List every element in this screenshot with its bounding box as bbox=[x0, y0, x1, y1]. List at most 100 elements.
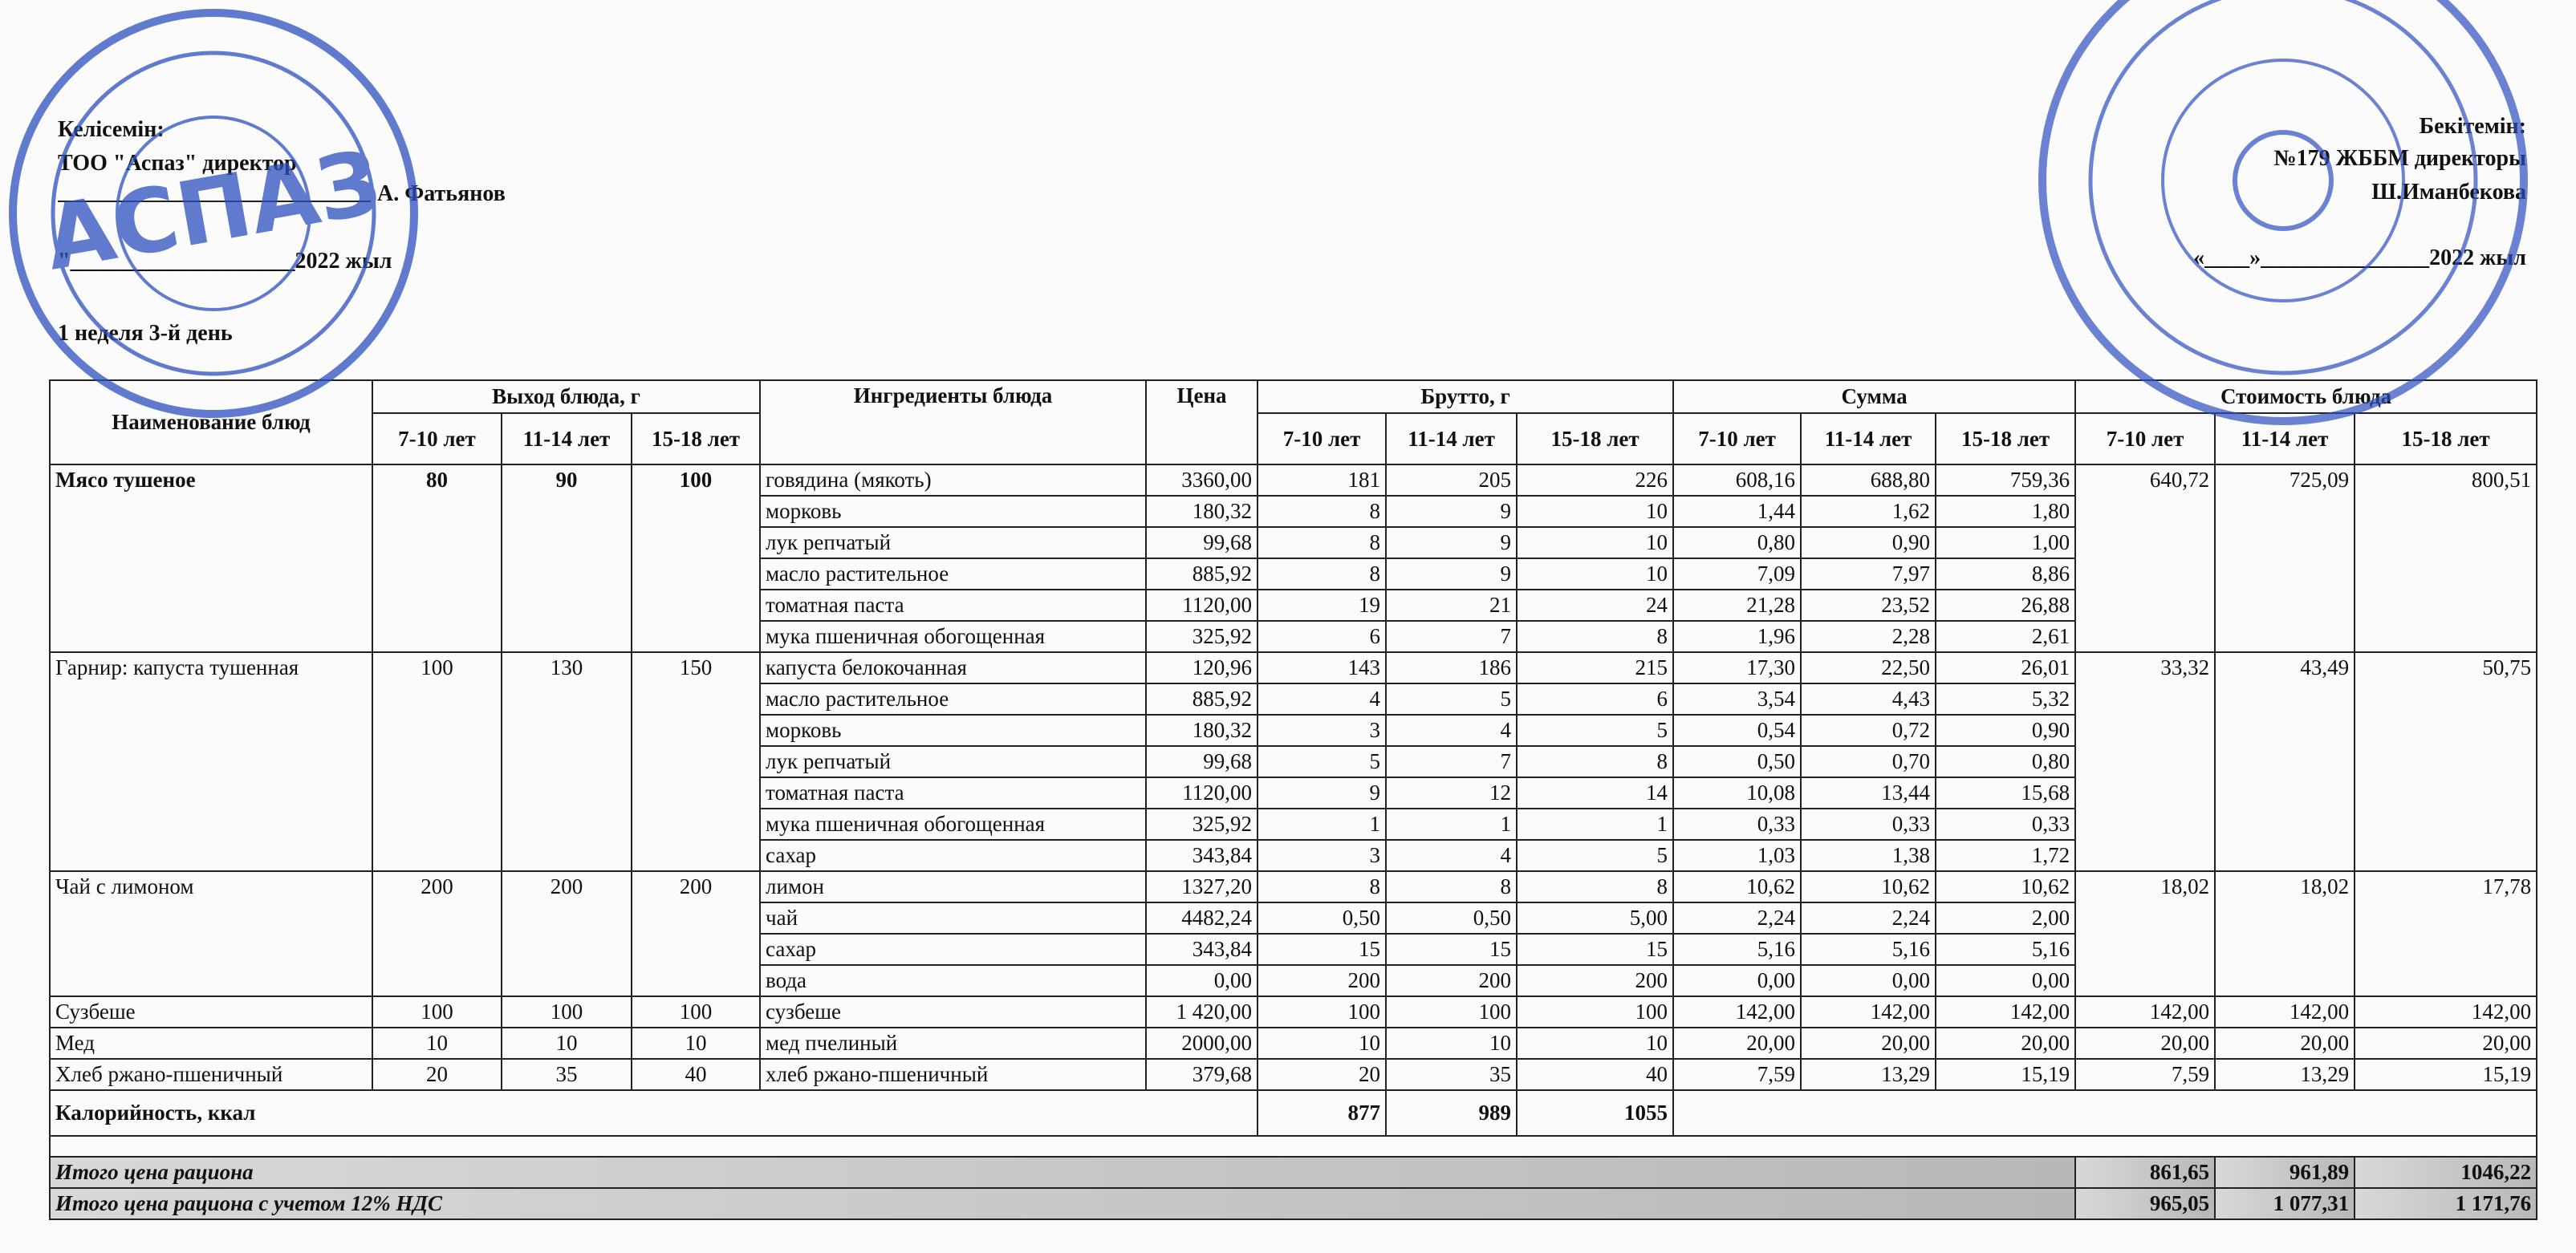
dish-name: Сузбеше bbox=[49, 996, 373, 1028]
sum: 10,62 bbox=[1935, 870, 2077, 903]
age-cell: 7-10 лет bbox=[372, 412, 502, 465]
brutto: 3 bbox=[1257, 839, 1388, 872]
total-row: Итого цена рациона 861,65 961,89 1046,22 bbox=[48, 1156, 2538, 1189]
cost: 18,02 bbox=[2214, 870, 2356, 997]
price: 180,32 bbox=[1145, 714, 1259, 747]
sum: 17,30 bbox=[1672, 651, 1802, 684]
dish-name: Хлеб ржано-пшеничный bbox=[49, 1058, 373, 1091]
sum: 0,33 bbox=[1935, 808, 2077, 841]
price: 99,68 bbox=[1145, 526, 1259, 559]
price: 4482,24 bbox=[1145, 902, 1259, 935]
price: 885,92 bbox=[1145, 683, 1259, 716]
age-cell: 15-18 лет bbox=[1935, 412, 2077, 465]
ingredient-row: Мед 10 10 10 мед пчелиный 2000,00 10 10 10 20,00 2… bbox=[49, 1027, 2538, 1060]
brutto: 10 bbox=[1385, 1027, 1518, 1060]
sum: 23,52 bbox=[1800, 589, 1937, 622]
yield: 100 bbox=[501, 996, 632, 1028]
brutto: 15 bbox=[1257, 933, 1388, 966]
confirm-title: Бекітемін: bbox=[2419, 114, 2526, 139]
approve-title: Келісемін: bbox=[58, 117, 165, 142]
sum: 5,32 bbox=[1935, 683, 2077, 716]
ingredient-name: томатная паста bbox=[759, 589, 1148, 622]
ingredient-row: лук репчатый 99,68 8 9 10 0,80 0,90 1,00 bbox=[50, 526, 2537, 559]
brutto: 10 bbox=[1516, 526, 1675, 559]
sum: 20,00 bbox=[1800, 1027, 1937, 1060]
yield: 100 bbox=[372, 651, 502, 872]
sum: 7,59 bbox=[1672, 1058, 1802, 1091]
header-cell: Брутто, г bbox=[1257, 379, 1675, 414]
sum: 13,29 bbox=[1800, 1058, 1937, 1091]
ingredient-name: чай bbox=[759, 902, 1148, 935]
sum: 1,44 bbox=[1672, 495, 1802, 528]
ingredient-name: морковь bbox=[759, 495, 1148, 528]
brutto: 20 bbox=[1257, 1058, 1388, 1091]
sum: 2,28 bbox=[1800, 620, 1937, 653]
yield: 200 bbox=[630, 870, 762, 997]
ingredient-name: говядина (мякоть) bbox=[759, 464, 1148, 497]
brutto: 35 bbox=[1385, 1058, 1518, 1091]
brutto: 7 bbox=[1385, 745, 1518, 778]
brutto: 5,00 bbox=[1516, 902, 1675, 935]
sum: 0,90 bbox=[1800, 526, 1937, 559]
ingredient-row: мука пшеничная обогощенная 325,92 1 1 1 0,33 0… bbox=[50, 808, 2537, 841]
price: 343,84 bbox=[1145, 933, 1259, 966]
ingredient-row: томатная паста 1120,00 9 12 14 10,08 13,44 15,6… bbox=[50, 777, 2537, 809]
brutto: 200 bbox=[1385, 964, 1518, 997]
sum: 142,00 bbox=[1935, 996, 2077, 1028]
total-label: Итого цена рациона bbox=[48, 1156, 2077, 1189]
brutto: 9 bbox=[1385, 558, 1518, 590]
price: 0,00 bbox=[1145, 964, 1259, 997]
brutto: 3 bbox=[1257, 714, 1388, 747]
brutto: 100 bbox=[1385, 996, 1518, 1028]
confirm-org: №179 ЖББМ директоры bbox=[2273, 146, 2526, 171]
sum: 1,62 bbox=[1800, 495, 1937, 528]
calories-value: 989 bbox=[1385, 1089, 1518, 1137]
cost: 13,29 bbox=[2214, 1058, 2356, 1091]
approve-signature: А. Фатьянов bbox=[377, 181, 506, 206]
brutto: 205 bbox=[1385, 464, 1518, 497]
sum: 0,80 bbox=[1672, 526, 1802, 559]
age-cell: 7-10 лет bbox=[1672, 412, 1802, 465]
brutto: 181 bbox=[1257, 464, 1388, 497]
sum: 0,33 bbox=[1800, 808, 1937, 841]
price: 325,92 bbox=[1145, 808, 1259, 841]
age-cell: 7-10 лет bbox=[1257, 412, 1388, 465]
brutto: 7 bbox=[1385, 620, 1518, 653]
ingredient-name: томатная паста bbox=[759, 777, 1148, 809]
ingredient-name: лук репчатый bbox=[759, 745, 1148, 778]
sum: 0,90 bbox=[1935, 714, 2077, 747]
ingredient-row: сахар 343,84 15 15 15 5,16 5,16 5,16 bbox=[50, 933, 2537, 966]
right-stamp bbox=[2038, 0, 2528, 425]
total-value: 1 077,31 bbox=[2214, 1187, 2356, 1220]
cost: 20,00 bbox=[2074, 1027, 2216, 1060]
brutto: 10 bbox=[1516, 558, 1675, 590]
brutto: 40 bbox=[1516, 1058, 1675, 1091]
menu-table: Наименование блюд Выход блюда, г Ингредиен… bbox=[48, 379, 2538, 1220]
brutto: 8 bbox=[1257, 526, 1388, 559]
brutto: 8 bbox=[1257, 870, 1388, 903]
sum: 7,97 bbox=[1800, 558, 1937, 590]
yield: 20 bbox=[372, 1058, 502, 1091]
sum: 0,33 bbox=[1672, 808, 1802, 841]
calories-value: 877 bbox=[1257, 1089, 1388, 1137]
sum: 142,00 bbox=[1672, 996, 1802, 1028]
brutto: 200 bbox=[1257, 964, 1388, 997]
sum: 2,24 bbox=[1672, 902, 1802, 935]
age-cell: 11-14 лет bbox=[1385, 412, 1518, 465]
brutto: 10 bbox=[1257, 1027, 1388, 1060]
sum: 1,80 bbox=[1935, 495, 2077, 528]
ingredient-row: масло растительное 885,92 4 5 6 3,54 4,43 5,32 bbox=[50, 683, 2537, 716]
sum: 0,72 bbox=[1800, 714, 1937, 747]
dish-name: Чай с лимоном bbox=[49, 870, 373, 997]
sum: 5,16 bbox=[1800, 933, 1937, 966]
price: 1 420,00 bbox=[1145, 996, 1259, 1028]
brutto: 12 bbox=[1385, 777, 1518, 809]
dish-name: Мясо тушеное bbox=[49, 464, 373, 653]
cost: 142,00 bbox=[2074, 996, 2216, 1028]
yield: 90 bbox=[501, 464, 632, 653]
price: 379,68 bbox=[1145, 1058, 1259, 1091]
sum: 26,01 bbox=[1935, 651, 2077, 684]
cost: 17,78 bbox=[2354, 870, 2538, 997]
ingredient-row: Сузбеше 100 100 100 сузбеше 1 420,00 100 100 100… bbox=[49, 996, 2538, 1028]
dish-name: Гарнир: капуста тушенная bbox=[49, 651, 373, 872]
